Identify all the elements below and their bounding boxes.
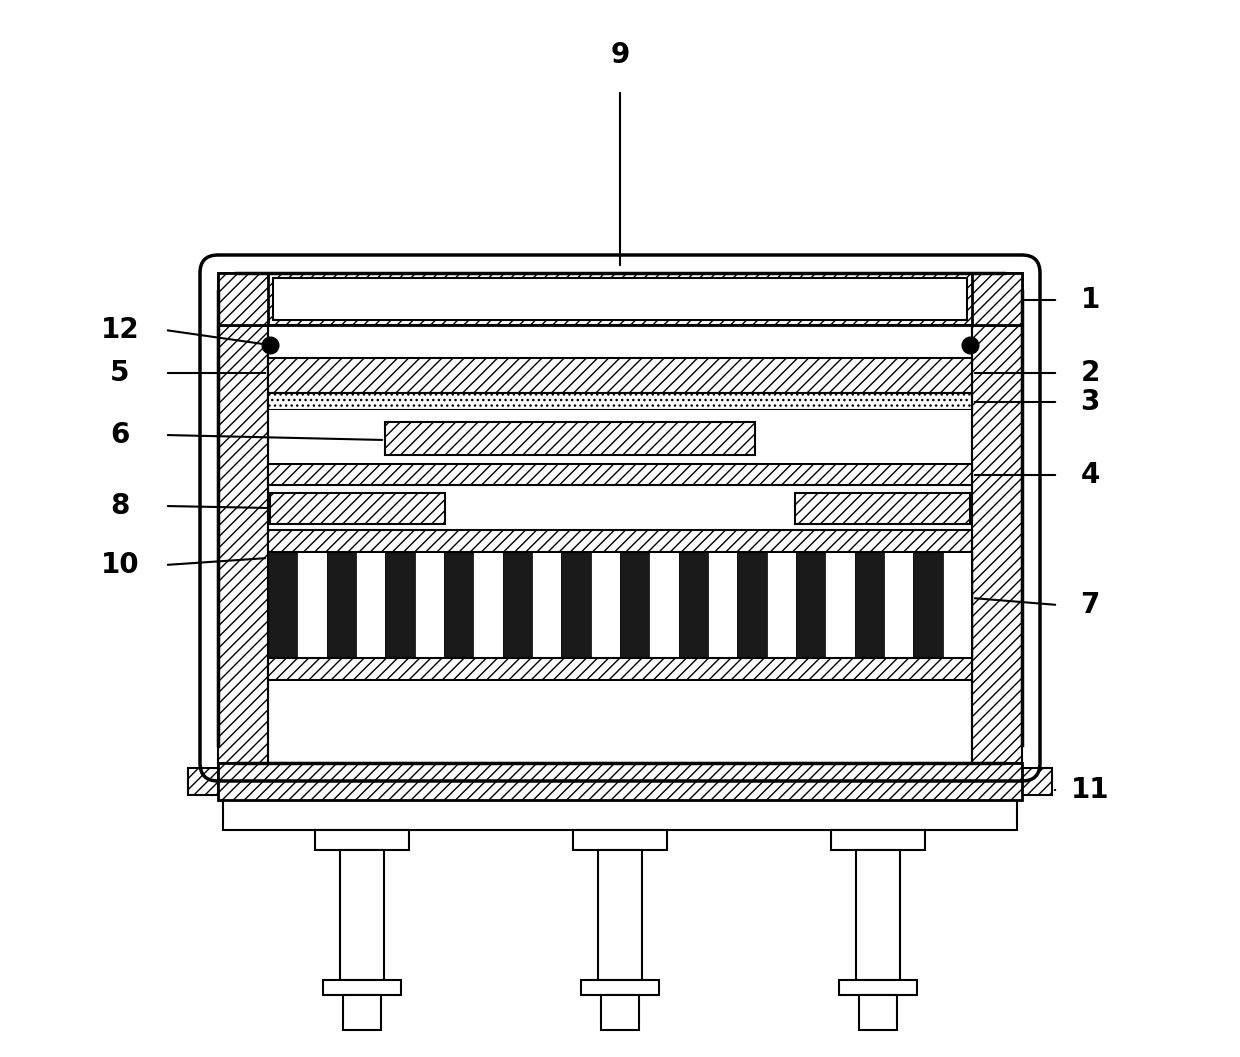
Bar xyxy=(188,768,218,795)
Text: 1: 1 xyxy=(1080,286,1100,314)
Text: 5: 5 xyxy=(110,359,130,387)
Bar xyxy=(972,324,1022,763)
Bar xyxy=(856,850,900,980)
Bar xyxy=(972,273,1022,324)
Bar xyxy=(708,552,738,659)
Bar xyxy=(738,552,766,659)
Text: 2: 2 xyxy=(1080,359,1100,387)
Bar xyxy=(322,980,401,995)
Bar xyxy=(795,493,970,524)
Bar xyxy=(831,830,925,850)
Bar xyxy=(268,552,298,659)
Bar xyxy=(914,552,942,659)
Bar xyxy=(268,464,972,485)
Bar xyxy=(598,850,642,980)
Bar xyxy=(474,552,502,659)
Bar xyxy=(796,552,826,659)
Bar xyxy=(268,393,972,410)
Text: 3: 3 xyxy=(1080,388,1100,416)
Bar xyxy=(326,552,356,659)
Text: 12: 12 xyxy=(100,316,139,344)
Bar xyxy=(273,278,967,320)
Bar xyxy=(590,552,620,659)
Bar xyxy=(268,552,972,659)
Bar xyxy=(601,995,639,1030)
Bar xyxy=(268,410,972,415)
Bar xyxy=(315,830,409,850)
Text: 9: 9 xyxy=(610,41,630,69)
Bar xyxy=(502,552,532,659)
Bar xyxy=(854,552,884,659)
Bar xyxy=(942,552,972,659)
Bar xyxy=(620,552,650,659)
Bar xyxy=(414,552,444,659)
Bar xyxy=(1022,768,1052,795)
Bar xyxy=(343,995,381,1030)
Bar xyxy=(562,552,590,659)
Text: 11: 11 xyxy=(1071,776,1110,804)
Bar xyxy=(839,980,918,995)
Bar xyxy=(766,552,796,659)
Bar xyxy=(650,552,678,659)
Bar xyxy=(884,552,914,659)
Bar xyxy=(444,552,474,659)
Text: 7: 7 xyxy=(1080,591,1100,619)
Bar xyxy=(826,552,854,659)
Bar xyxy=(218,273,1022,324)
Text: 6: 6 xyxy=(110,421,130,449)
Text: 8: 8 xyxy=(110,492,130,520)
Bar xyxy=(268,530,972,552)
Bar xyxy=(678,552,708,659)
Bar xyxy=(582,980,658,995)
Text: 4: 4 xyxy=(1080,461,1100,489)
Bar xyxy=(268,659,972,680)
Bar xyxy=(270,493,445,524)
Bar xyxy=(218,324,268,763)
Bar xyxy=(356,552,386,659)
Bar xyxy=(223,800,1017,830)
Bar xyxy=(573,830,667,850)
Text: 10: 10 xyxy=(100,551,139,579)
Bar xyxy=(340,850,384,980)
Bar xyxy=(384,422,755,455)
Bar xyxy=(218,273,268,324)
Bar xyxy=(218,763,1022,800)
Bar xyxy=(298,552,326,659)
Bar xyxy=(532,552,562,659)
Bar xyxy=(859,995,897,1030)
Bar xyxy=(268,324,972,763)
Bar xyxy=(268,358,972,393)
Bar xyxy=(386,552,414,659)
